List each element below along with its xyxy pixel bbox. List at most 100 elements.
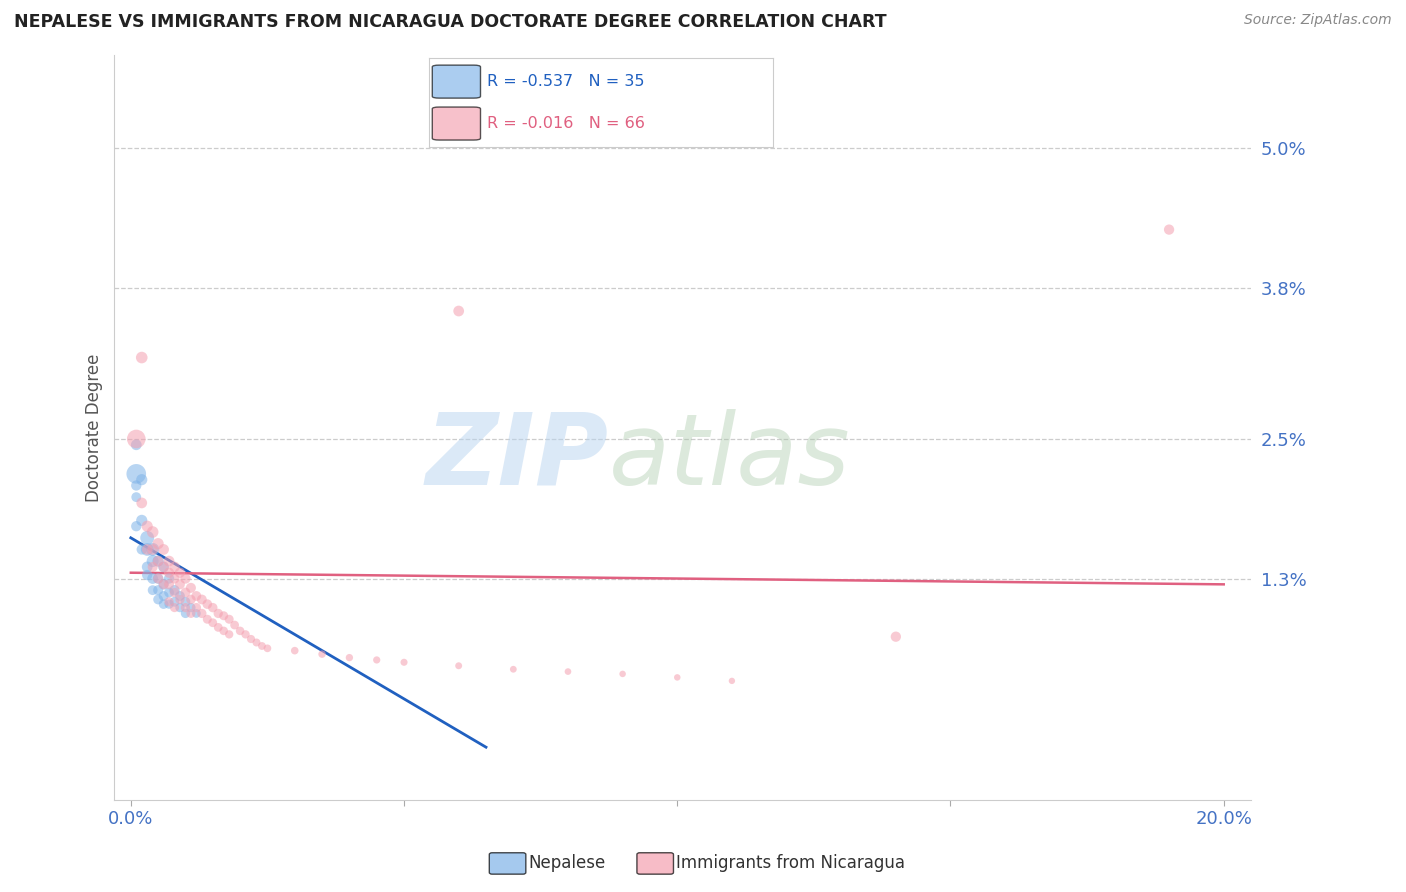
- Point: [152, 560, 174, 574]
- Text: ZIP: ZIP: [426, 409, 609, 506]
- Point: [201, 600, 224, 615]
- Point: [131, 351, 153, 365]
- Point: [240, 632, 263, 646]
- Point: [146, 554, 169, 568]
- Point: [186, 607, 208, 621]
- Text: Immigrants from Nicaragua: Immigrants from Nicaragua: [676, 855, 905, 872]
- Text: R = -0.016   N = 66: R = -0.016 N = 66: [488, 116, 645, 130]
- Point: [152, 597, 174, 611]
- Point: [152, 560, 174, 574]
- Point: [447, 658, 470, 673]
- Point: [136, 568, 159, 582]
- Point: [157, 566, 180, 580]
- Text: Nepalese: Nepalese: [529, 855, 606, 872]
- Point: [142, 583, 165, 598]
- Point: [235, 627, 257, 641]
- Point: [136, 560, 159, 574]
- FancyBboxPatch shape: [432, 65, 481, 98]
- Point: [218, 627, 240, 641]
- Point: [229, 624, 252, 638]
- Point: [212, 624, 235, 638]
- Point: [337, 650, 360, 665]
- Point: [131, 542, 153, 557]
- Point: [191, 592, 214, 607]
- FancyBboxPatch shape: [432, 107, 481, 140]
- Point: [125, 519, 148, 533]
- Point: [666, 670, 689, 684]
- Point: [125, 490, 148, 504]
- Point: [366, 653, 388, 667]
- Point: [125, 478, 148, 492]
- Point: [174, 595, 197, 609]
- Y-axis label: Doctorate Degree: Doctorate Degree: [86, 353, 103, 501]
- Point: [447, 304, 470, 318]
- Point: [146, 536, 169, 550]
- Point: [131, 496, 153, 510]
- Point: [131, 513, 153, 527]
- Point: [612, 667, 634, 681]
- Point: [163, 583, 186, 598]
- Point: [136, 542, 159, 557]
- Point: [125, 467, 148, 481]
- Point: [157, 585, 180, 599]
- Point: [169, 589, 191, 603]
- Point: [502, 662, 524, 676]
- Point: [884, 630, 907, 644]
- Point: [142, 554, 165, 568]
- Point: [195, 597, 218, 611]
- Point: [180, 600, 202, 615]
- Point: [180, 592, 202, 607]
- Point: [142, 542, 165, 557]
- Point: [142, 572, 165, 586]
- Point: [163, 600, 186, 615]
- Point: [224, 618, 246, 632]
- Text: NEPALESE VS IMMIGRANTS FROM NICARAGUA DOCTORATE DEGREE CORRELATION CHART: NEPALESE VS IMMIGRANTS FROM NICARAGUA DO…: [14, 13, 887, 31]
- Point: [157, 577, 180, 591]
- Point: [125, 432, 148, 446]
- Point: [163, 595, 186, 609]
- Point: [557, 665, 579, 679]
- Point: [180, 607, 202, 621]
- Point: [256, 641, 278, 656]
- Point: [152, 589, 174, 603]
- Point: [191, 607, 214, 621]
- Point: [142, 524, 165, 539]
- Point: [157, 572, 180, 586]
- Point: [152, 542, 174, 557]
- Point: [169, 566, 191, 580]
- Point: [284, 643, 307, 657]
- Point: [174, 585, 197, 599]
- Point: [311, 647, 333, 661]
- Point: [152, 577, 174, 591]
- Point: [218, 612, 240, 626]
- Point: [174, 607, 197, 621]
- Text: Source: ZipAtlas.com: Source: ZipAtlas.com: [1244, 13, 1392, 28]
- Point: [207, 620, 229, 634]
- Point: [142, 542, 165, 557]
- Point: [136, 542, 159, 557]
- Point: [207, 607, 229, 621]
- Point: [245, 635, 267, 649]
- Point: [1157, 222, 1180, 236]
- Point: [142, 560, 165, 574]
- Point: [163, 560, 186, 574]
- Point: [157, 595, 180, 609]
- Text: atlas: atlas: [609, 409, 851, 506]
- Point: [146, 583, 169, 598]
- Point: [136, 519, 159, 533]
- Point: [721, 673, 744, 688]
- Point: [212, 608, 235, 623]
- Point: [136, 531, 159, 545]
- Point: [201, 615, 224, 630]
- Point: [186, 600, 208, 615]
- Point: [152, 577, 174, 591]
- Point: [157, 597, 180, 611]
- Point: [146, 572, 169, 586]
- Point: [169, 600, 191, 615]
- Point: [146, 572, 169, 586]
- Point: [169, 592, 191, 607]
- Text: R = -0.537   N = 35: R = -0.537 N = 35: [488, 74, 645, 88]
- Point: [174, 600, 197, 615]
- Point: [195, 612, 218, 626]
- Point: [146, 592, 169, 607]
